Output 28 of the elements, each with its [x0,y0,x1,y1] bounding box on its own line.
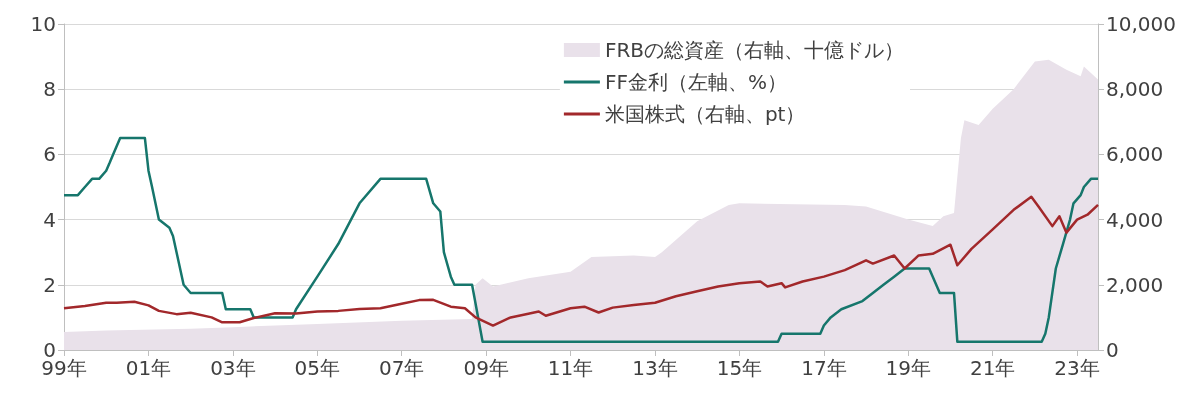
x-tick-label: 01年 [125,356,172,380]
x-tick-label: 19年 [885,356,931,380]
y-tick-label: 6 [43,142,56,167]
x-tick-label: 15年 [716,356,763,380]
y2-tick-label: 8,000 [1106,77,1164,102]
y-tick-label: 2 [43,272,56,297]
y2-tick-label: 0 [1106,338,1119,362]
x-tick-label: 13年 [632,356,678,380]
x-tick-label: 07年 [378,356,425,380]
legend-label: FRBの総資産（右軸、十億ドル） [604,38,904,62]
line-series [62,136,1100,344]
y2-tick-label: 6,000 [1106,142,1164,167]
x-tick-label: 05年 [294,356,341,380]
y2-tick-label: 10,000 [1106,12,1176,36]
legend-label: 米国株式（右軸、pt） [604,102,806,126]
y-tick-label: 4 [43,207,56,232]
legend-label: FF金利（左軸、%） [604,70,787,94]
x-tick-label: 23年 [1054,356,1100,380]
y2-tick-label: 2,000 [1106,272,1164,297]
x-tick-label: 17年 [801,356,847,380]
x-tick-label: 11年 [547,356,594,380]
x-tick-label: 09年 [463,356,509,380]
line-series [62,195,1100,327]
x-tick-label: 03年 [210,356,256,380]
x-tick-label: 21年 [969,356,1016,380]
y2-tick-label: 4,000 [1106,207,1164,232]
y-tick-label: 8 [43,77,56,102]
y-tick-label: 10 [30,12,56,36]
